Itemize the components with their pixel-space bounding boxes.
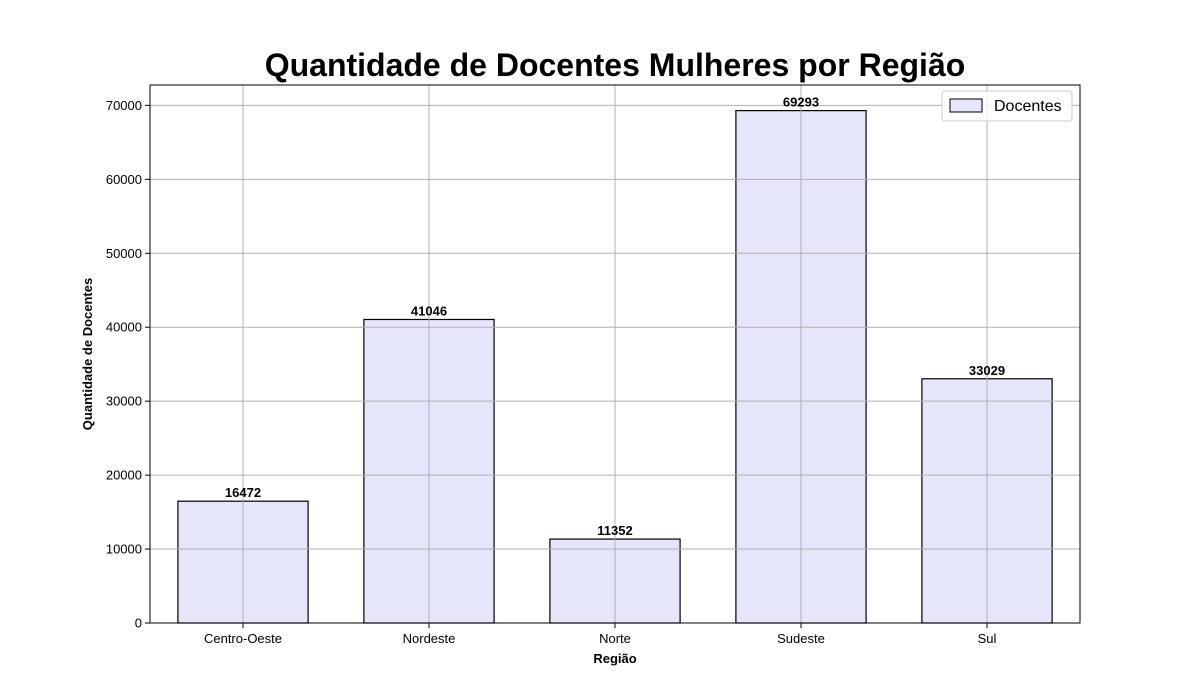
y-tick-label: 20000 <box>106 468 142 483</box>
x-tick-label: Sudeste <box>777 631 825 646</box>
y-tick-label: 50000 <box>106 246 142 261</box>
data-labels: 16472 41046 11352 69293 33029 <box>225 95 1005 538</box>
x-tick-label: Nordeste <box>403 631 456 646</box>
data-label: 69293 <box>783 95 819 110</box>
y-tick-label: 10000 <box>106 542 142 557</box>
legend-label: Docentes <box>994 98 1062 115</box>
x-tick-label: Sul <box>978 631 997 646</box>
y-axis-label: Quantidade de Docentes <box>80 278 95 430</box>
y-tick-label: 60000 <box>106 172 142 187</box>
data-label: 11352 <box>597 523 632 538</box>
data-label: 41046 <box>411 303 447 318</box>
data-label: 16472 <box>225 485 261 500</box>
x-tick-label: Centro-Oeste <box>204 631 282 646</box>
x-tick-label: Norte <box>599 631 631 646</box>
x-axis-label: Região <box>593 651 636 666</box>
chart-title: Quantidade de Docentes Mulheres por Regi… <box>265 47 966 83</box>
y-tick-label: 70000 <box>106 98 142 113</box>
legend-swatch <box>949 98 983 113</box>
y-tick-label: 0 <box>135 616 142 631</box>
x-axis-ticks: Centro-Oeste Nordeste Norte Sudeste Sul <box>204 623 997 646</box>
legend: Docentes <box>941 90 1073 122</box>
data-label: 33029 <box>969 363 1005 378</box>
y-axis-ticks: 0 10000 20000 30000 40000 50000 60000 70000 <box>106 98 150 631</box>
y-tick-label: 30000 <box>106 394 142 409</box>
y-tick-label: 40000 <box>106 320 142 335</box>
